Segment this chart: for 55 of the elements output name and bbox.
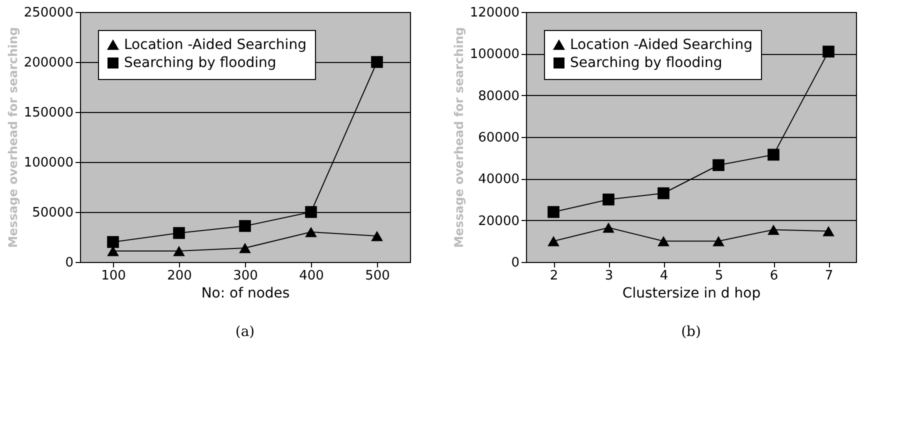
point — [602, 222, 614, 233]
point — [822, 226, 834, 236]
y-tick-label: 60000 — [478, 130, 520, 146]
y-tick-label: 200000 — [24, 56, 74, 70]
point — [173, 246, 185, 256]
y-tick-label: 50000 — [32, 206, 74, 220]
point — [239, 242, 251, 254]
point — [173, 227, 185, 239]
point — [107, 236, 119, 248]
point — [822, 46, 834, 58]
y-tick-label: 250000 — [24, 6, 74, 20]
x-tick-label: 3 — [604, 268, 614, 284]
point — [371, 56, 383, 68]
y-tick-label: 0 — [65, 256, 74, 270]
point — [658, 187, 670, 200]
y-tick-label: 40000 — [478, 172, 520, 188]
text: (b) — [681, 324, 701, 340]
y-axis-title: Message overhead for searching — [452, 27, 466, 248]
point — [305, 206, 317, 218]
point — [712, 236, 724, 246]
y-axis-title: Message overhead for searching — [6, 27, 20, 248]
x-tick-label: 4 — [660, 268, 668, 284]
point — [602, 194, 614, 206]
y-tick-label: 20000 — [478, 214, 520, 229]
y-tick-label: 80000 — [478, 88, 520, 104]
point — [548, 206, 560, 218]
x-tick-label: 500 — [365, 268, 390, 284]
y-tick-label: 120000 — [470, 6, 520, 20]
y-tick-label: 150000 — [24, 106, 74, 120]
point — [658, 236, 670, 246]
y-tick-label: 0 — [511, 256, 520, 270]
point — [371, 230, 383, 242]
x-tick-label: 400 — [299, 268, 324, 284]
x-tick-label: 2 — [550, 268, 558, 284]
y-tick-label: 100000 — [24, 156, 74, 170]
x-axis-title: Clustersize in d hop — [622, 286, 761, 302]
x-axis-title: No: of nodes — [201, 286, 290, 302]
legend-label: Location -Aided Searching — [570, 37, 752, 53]
x-tick-label: 300 — [233, 268, 258, 284]
point — [305, 226, 317, 238]
point — [239, 220, 251, 232]
legend-label: Searching by flooding — [570, 55, 722, 71]
y-tick-label: 100000 — [470, 47, 520, 62]
x-tick-label: 200 — [167, 268, 192, 284]
point — [768, 224, 780, 235]
x-tick-label: 100 — [101, 268, 126, 284]
legend-label: Searching by flooding — [124, 55, 276, 71]
x-tick-label: 5 — [714, 268, 724, 284]
text: (a) — [235, 324, 255, 340]
point — [768, 148, 780, 161]
x-tick-label: 7 — [824, 268, 834, 284]
point — [712, 159, 724, 172]
legend-label: Location -Aided Searching — [124, 37, 306, 53]
point — [548, 236, 560, 246]
x-tick-label: 6 — [770, 268, 778, 284]
